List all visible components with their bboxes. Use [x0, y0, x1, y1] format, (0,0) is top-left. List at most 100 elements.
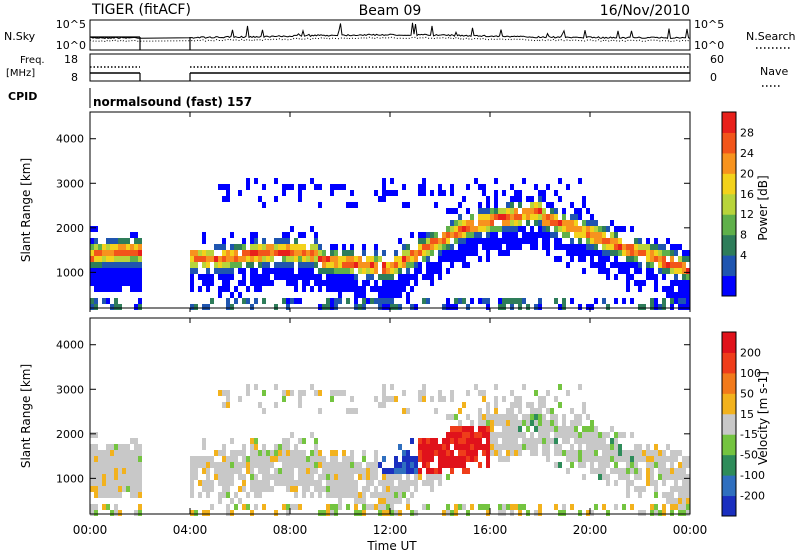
velocity-cell [390, 486, 394, 492]
power-cell [354, 286, 358, 292]
velocity-cell [98, 450, 102, 456]
velocity-cell [406, 456, 410, 462]
velocity-cell [526, 426, 530, 432]
velocity-cell [674, 504, 678, 510]
power-cell [570, 202, 574, 208]
power-cell [518, 214, 522, 220]
colorbar-tick-label: 20 [740, 167, 754, 180]
power-cell [450, 184, 454, 190]
power-cell [130, 268, 134, 274]
power-cell [258, 244, 262, 250]
power-cell [198, 274, 202, 280]
velocity-cell [230, 468, 234, 474]
velocity-cell [566, 438, 570, 444]
power-cell [126, 268, 130, 274]
colorbar-segment [722, 152, 736, 174]
nsky-trace [89, 22, 691, 39]
power-cell [346, 298, 350, 304]
power-cell [482, 238, 486, 244]
power-cell [450, 304, 454, 310]
power-cell [582, 256, 586, 262]
power-cell [522, 178, 526, 184]
power-cell [330, 262, 334, 268]
power-cell [674, 244, 678, 250]
power-cell [290, 256, 294, 262]
velocity-cell [534, 450, 538, 456]
velocity-cell [502, 504, 506, 510]
power-cell [134, 268, 138, 274]
velocity-cell [426, 450, 430, 456]
power-cell [346, 280, 350, 286]
velocity-cell [310, 474, 314, 480]
velocity-cell [274, 456, 278, 462]
velocity-cell [562, 432, 566, 438]
power-cell [286, 244, 290, 250]
velocity-cell [446, 444, 450, 450]
velocity-cell [382, 390, 386, 396]
power-cell [262, 298, 266, 304]
velocity-cell [514, 432, 518, 438]
velocity-cell [430, 486, 434, 492]
power-cell [498, 244, 502, 250]
power-cell [666, 262, 670, 268]
velocity-cell [138, 462, 142, 468]
velocity-cell [638, 486, 642, 492]
velocity-cell [662, 480, 666, 486]
power-cell [582, 250, 586, 256]
velocity-cell [554, 444, 558, 450]
velocity-cell [534, 438, 538, 444]
power-cell [118, 250, 122, 256]
velocity-cell [138, 510, 142, 516]
power-cell [430, 268, 434, 274]
power-cell [206, 262, 210, 268]
power-cell [282, 256, 286, 262]
velocity-cell [606, 462, 610, 468]
power-cell [90, 298, 94, 304]
velocity-cell [578, 432, 582, 438]
power-cell [522, 298, 526, 304]
velocity-cell [314, 462, 318, 468]
velocity-cell [670, 486, 674, 492]
velocity-cell [482, 504, 486, 510]
power-cell [686, 250, 690, 256]
velocity-cell [570, 432, 574, 438]
power-cell [202, 280, 206, 286]
power-cell [426, 238, 430, 244]
velocity-cell [270, 462, 274, 468]
power-cell [554, 232, 558, 238]
velocity-cell [410, 456, 414, 462]
velocity-cell [366, 474, 370, 480]
power-cell [646, 238, 650, 244]
velocity-cell [542, 414, 546, 420]
velocity-cell [90, 486, 94, 492]
power-cell [230, 244, 234, 250]
power-cell [382, 292, 386, 298]
velocity-cell [382, 504, 386, 510]
velocity-cell [482, 426, 486, 432]
power-cell [614, 244, 618, 250]
power-cell [510, 184, 514, 190]
velocity-cell [190, 468, 194, 474]
power-cell [546, 184, 550, 190]
velocity-cell [226, 396, 230, 402]
power-cell [110, 262, 114, 268]
power-cell [598, 262, 602, 268]
power-cell [366, 274, 370, 280]
power-cell [498, 208, 502, 214]
power-cell [354, 280, 358, 286]
velocity-cell [582, 474, 586, 480]
velocity-cell [678, 492, 682, 498]
velocity-cell [98, 486, 102, 492]
power-cell [334, 244, 338, 250]
velocity-cell [118, 468, 122, 474]
velocity-cell [646, 444, 650, 450]
power-cell [654, 298, 658, 304]
power-cell [270, 268, 274, 274]
velocity-cell [658, 474, 662, 480]
power-cell [446, 244, 450, 250]
power-cell [342, 280, 346, 286]
velocity-cell [322, 486, 326, 492]
velocity-cell [462, 438, 466, 444]
power-cell [338, 286, 342, 292]
velocity-cell [682, 468, 686, 474]
